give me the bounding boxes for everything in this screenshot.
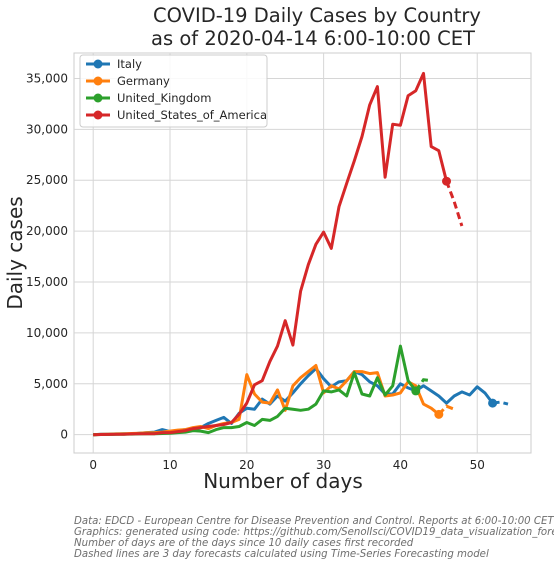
y-tick-label: 25,000 bbox=[26, 173, 68, 187]
y-tick-label: 35,000 bbox=[26, 71, 68, 85]
legend: Italy Germany United_Kingdom United_States_… bbox=[79, 54, 268, 128]
x-axis-label: Number of days bbox=[203, 469, 363, 493]
last-point-marker-united-kingdom bbox=[411, 386, 421, 396]
x-tick-label: 50 bbox=[470, 458, 485, 472]
footnote-line2: Graphics: generated using code: https://… bbox=[74, 527, 554, 538]
last-point-marker-italy bbox=[488, 398, 498, 408]
legend-label-united-kingdom: United_Kingdom bbox=[117, 91, 211, 105]
legend-marker-united-states-of-america bbox=[93, 110, 103, 120]
x-tick-label: 20 bbox=[239, 458, 254, 472]
y-axis-ticks: 0 5,000 10,000 15,000 20,000 25,000 30,000 35,0… bbox=[26, 71, 68, 441]
series-line-italy bbox=[93, 367, 494, 437]
x-tick-label: 30 bbox=[316, 458, 331, 472]
series-group bbox=[93, 71, 509, 437]
x-axis-ticks: 0 10 20 30 40 50 bbox=[89, 458, 484, 472]
legend-marker-germany bbox=[93, 76, 103, 86]
y-tick-label: 5,000 bbox=[34, 377, 68, 391]
footnote-line4: Dashed lines are 3 day forecasts calcula… bbox=[74, 549, 489, 560]
footnote-line3: Number of days are of the days since 10 … bbox=[74, 538, 414, 549]
y-tick-label: 20,000 bbox=[26, 224, 68, 238]
forecast-line-united-kingdom bbox=[414, 378, 432, 392]
x-tick-label: 10 bbox=[162, 458, 177, 472]
legend-label-germany: Germany bbox=[117, 74, 170, 88]
series-line-united-states-of-america bbox=[93, 71, 448, 437]
chart-title-line2: as of 2020-04-14 6:00-10:00 CET bbox=[151, 27, 475, 50]
y-tick-label: 10,000 bbox=[26, 326, 68, 340]
legend-label-united-states-of-america: United_States_of_America bbox=[117, 108, 267, 122]
chart-title-line1: COVID-19 Daily Cases by Country bbox=[153, 4, 481, 27]
footnote-line1: Data: EDCD - European Centre for Disease… bbox=[74, 516, 554, 527]
last-point-marker-united-states-of-america bbox=[442, 176, 452, 186]
y-axis-label: Daily cases bbox=[3, 196, 27, 309]
y-tick-label: 30,000 bbox=[26, 122, 68, 136]
x-tick-label: 40 bbox=[393, 458, 408, 472]
x-tick-label: 0 bbox=[89, 458, 97, 472]
y-tick-label: 0 bbox=[60, 428, 68, 442]
legend-box bbox=[79, 54, 268, 128]
forecast-line-united-states-of-america bbox=[445, 180, 464, 227]
legend-marker-united-kingdom bbox=[93, 93, 103, 103]
y-tick-label: 15,000 bbox=[26, 275, 68, 289]
legend-label-italy: Italy bbox=[117, 57, 142, 71]
legend-marker-italy bbox=[93, 59, 103, 69]
last-point-marker-germany bbox=[434, 409, 444, 419]
